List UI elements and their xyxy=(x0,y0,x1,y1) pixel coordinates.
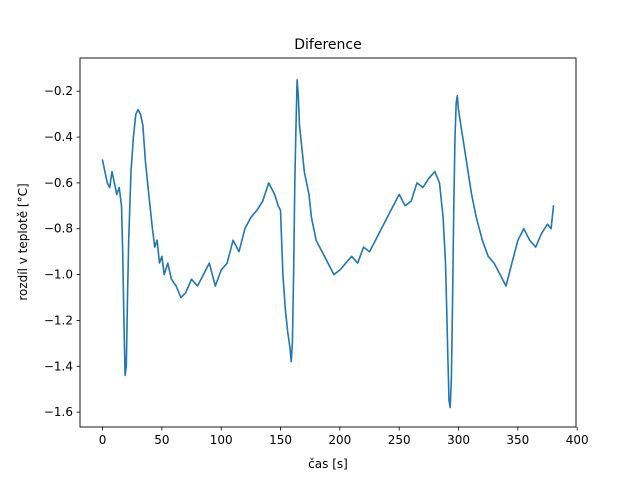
plot-area-frame xyxy=(79,57,577,428)
y-axis-label: rozdíl v teplotě [°C] xyxy=(16,183,30,300)
x-axis-label: čas [s] xyxy=(308,457,348,471)
x-tick-label: 100 xyxy=(210,433,233,447)
chart-title: Diference xyxy=(294,37,361,53)
x-axis-ticks: 0 50 100 150 200 250 300 350 400 xyxy=(99,427,589,447)
x-tick-label: 0 xyxy=(99,433,107,447)
y-axis-ticks: −0.2 −0.4 −0.6 −0.8 −1.0 −1.2 −1.4 −1.6 xyxy=(44,84,80,419)
y-tick-label: −0.6 xyxy=(44,176,73,190)
series-line xyxy=(101,79,555,409)
y-tick-label: −1.0 xyxy=(44,268,73,282)
x-tick-label: 200 xyxy=(328,433,351,447)
y-tick-label: −1.4 xyxy=(44,359,73,373)
y-tick-label: −1.2 xyxy=(44,313,73,327)
x-tick-label: 300 xyxy=(447,433,470,447)
x-tick-label: 150 xyxy=(269,433,292,447)
x-tick-label: 400 xyxy=(566,433,589,447)
y-tick-label: −0.4 xyxy=(44,130,73,144)
x-tick-label: 50 xyxy=(154,433,169,447)
y-tick-label: −0.2 xyxy=(44,84,73,98)
x-tick-label: 250 xyxy=(388,433,411,447)
y-tick-label: −0.8 xyxy=(44,222,73,236)
x-tick-label: 350 xyxy=(506,433,529,447)
y-tick-label: −1.6 xyxy=(44,405,73,419)
